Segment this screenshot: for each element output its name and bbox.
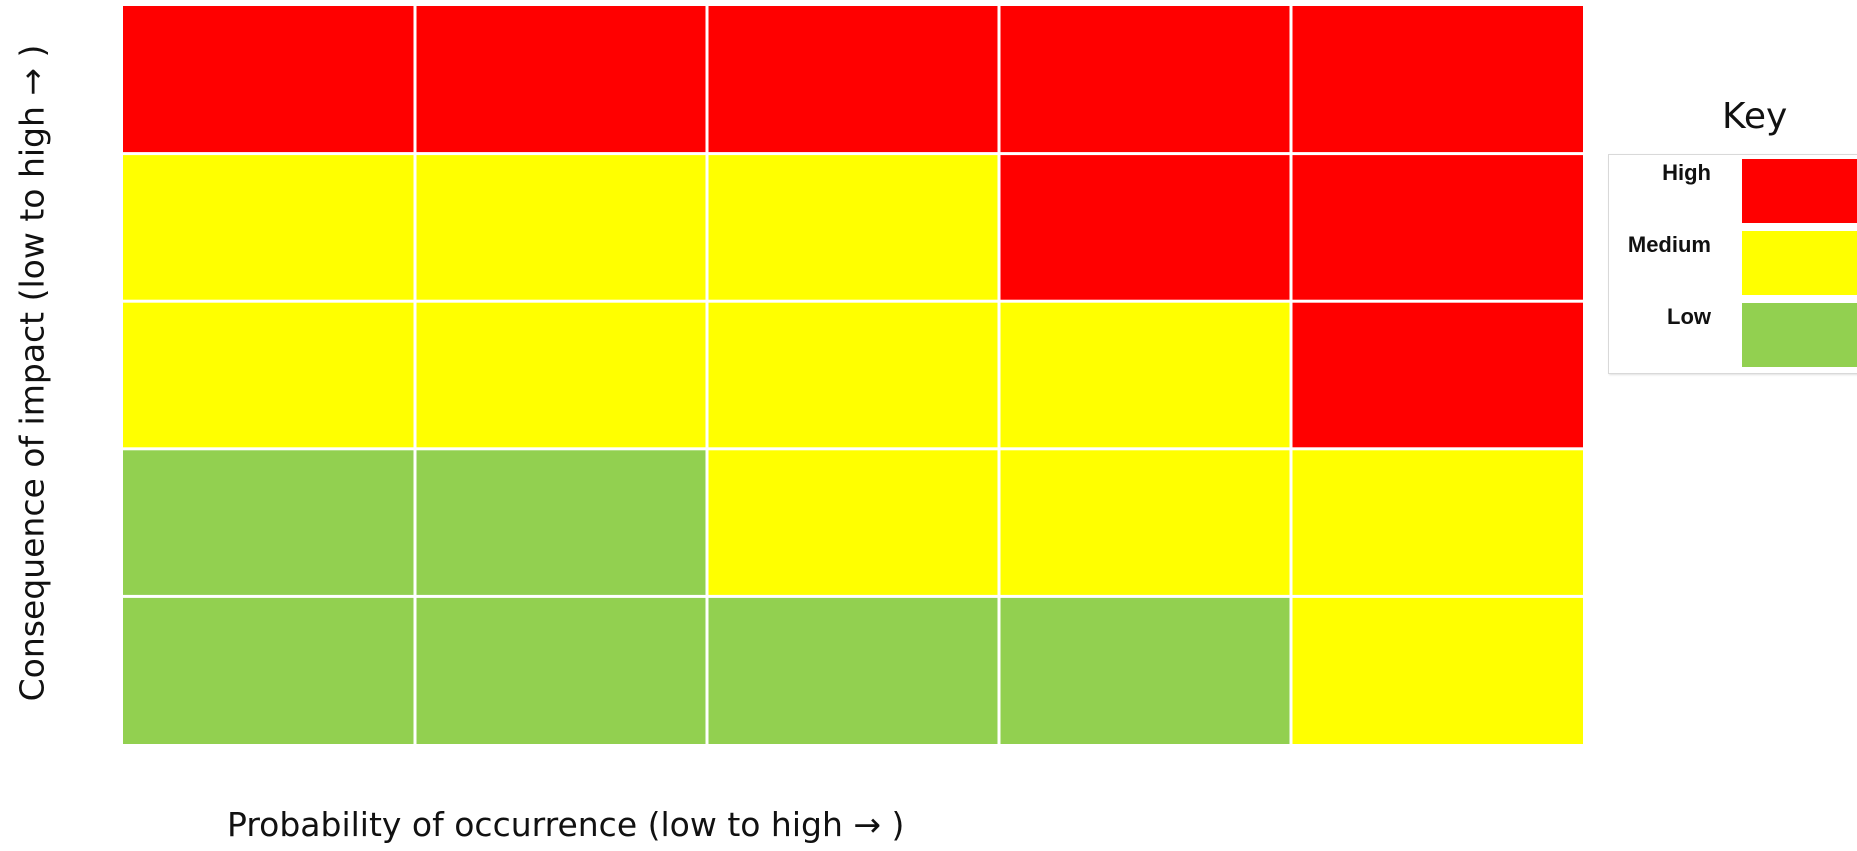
legend-title: Key [1722,96,1788,137]
matrix-cell-r5-c3 [708,597,998,744]
matrix-cell-r4-c3 [708,450,998,595]
matrix-cell-r2-c1 [123,155,414,300]
legend-label-medium: Medium [1627,232,1711,257]
matrix-cell-r4-c4 [1000,450,1290,595]
matrix-cell-r2-c2 [416,155,706,300]
matrix-cell-r1-c4 [1000,6,1290,153]
matrix-cell-r1-c3 [708,6,998,153]
matrix-cell-r2-c4 [1000,155,1290,300]
legend-swatch-low [1742,303,1857,367]
legend-swatch-medium [1742,231,1857,295]
matrix-cell-r3-c2 [416,302,706,448]
matrix-cell-r1-c5 [1292,6,1583,153]
matrix-cell-r5-c4 [1000,597,1290,744]
matrix-cell-r5-c2 [416,597,706,744]
matrix-cell-r3-c4 [1000,302,1290,448]
matrix-cell-r2-c5 [1292,155,1583,300]
matrix-cell-r4-c1 [123,450,414,595]
matrix-cell-r5-c1 [123,597,414,744]
legend-label-high: High [1662,160,1711,185]
matrix-cell-r4-c2 [416,450,706,595]
legend-table: High Medium Low [1608,154,1857,374]
legend-item-medium: Medium [1609,227,1857,299]
x-axis-label: Probability of occurrence (low to high →… [227,805,905,844]
matrix-cell-r3-c3 [708,302,998,448]
matrix-cell-r4-c5 [1292,450,1583,595]
matrix-cell-r3-c1 [123,302,414,448]
legend-item-low: Low [1609,299,1857,371]
matrix-cell-r5-c5 [1292,597,1583,744]
y-axis-label-text: Consequence of impact (low to high → ) [12,44,52,702]
legend-label-low: Low [1667,304,1711,329]
matrix-cell-r2-c3 [708,155,998,300]
matrix-cell-r1-c1 [123,6,414,153]
matrix-cell-r3-c5 [1292,302,1583,448]
legend-item-high: High [1609,155,1857,227]
legend-swatch-high [1742,159,1857,223]
matrix-cell-r1-c2 [416,6,706,153]
